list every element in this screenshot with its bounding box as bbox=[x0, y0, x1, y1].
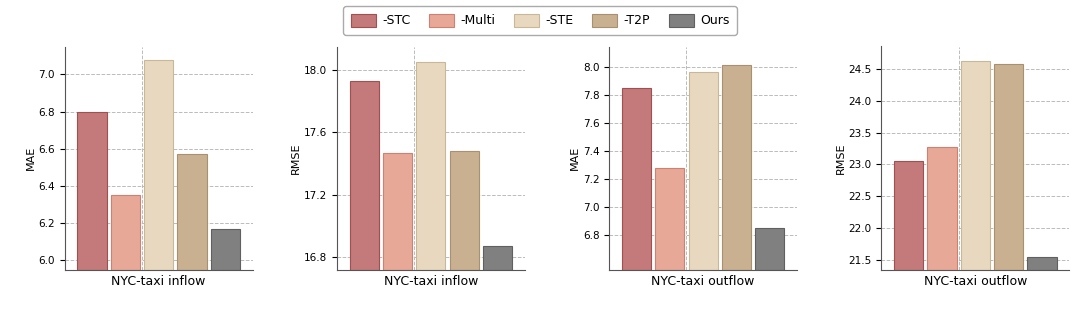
X-axis label: NYC-taxi outflow: NYC-taxi outflow bbox=[923, 275, 1027, 288]
Y-axis label: MAE: MAE bbox=[26, 146, 36, 170]
Bar bbox=[961, 61, 990, 270]
Y-axis label: RMSE: RMSE bbox=[292, 142, 301, 174]
Bar bbox=[144, 60, 173, 270]
Bar bbox=[211, 229, 240, 270]
X-axis label: NYC-taxi outflow: NYC-taxi outflow bbox=[651, 275, 755, 288]
Y-axis label: RMSE: RMSE bbox=[836, 142, 846, 174]
Bar bbox=[656, 168, 685, 270]
X-axis label: NYC-taxi inflow: NYC-taxi inflow bbox=[111, 275, 206, 288]
Legend: -STC, -Multi, -STE, -T2P, Ours: -STC, -Multi, -STE, -T2P, Ours bbox=[343, 6, 737, 35]
Bar bbox=[177, 154, 206, 270]
Bar bbox=[689, 72, 718, 270]
Bar bbox=[622, 88, 651, 270]
Bar bbox=[894, 161, 923, 270]
Bar bbox=[449, 151, 478, 270]
Bar bbox=[755, 228, 784, 270]
Bar bbox=[1027, 257, 1056, 270]
Bar bbox=[78, 112, 107, 270]
Bar bbox=[483, 246, 512, 270]
Bar bbox=[416, 62, 445, 270]
X-axis label: NYC-taxi inflow: NYC-taxi inflow bbox=[383, 275, 478, 288]
Bar bbox=[350, 81, 379, 270]
Bar bbox=[721, 65, 751, 270]
Bar bbox=[994, 64, 1024, 270]
Y-axis label: MAE: MAE bbox=[570, 146, 580, 170]
Bar bbox=[383, 153, 413, 270]
Bar bbox=[928, 147, 957, 270]
Bar bbox=[110, 195, 140, 270]
